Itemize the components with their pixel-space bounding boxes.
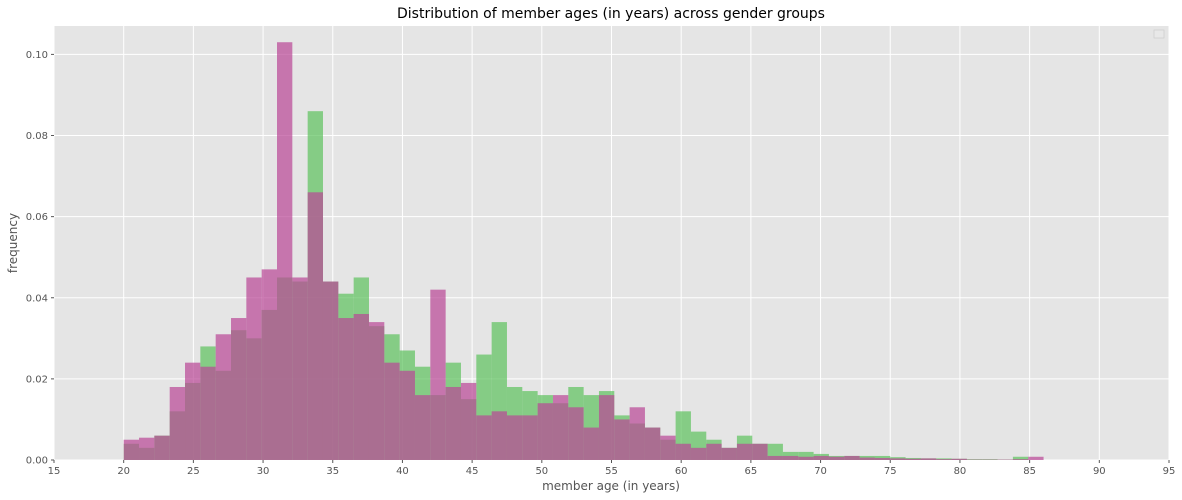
x-tick-label: 35 [326,466,339,477]
histogram-bar [782,455,799,460]
histogram-bar [736,443,753,460]
x-axis-label: member age (in years) [542,479,680,493]
histogram-bar [936,459,952,460]
histogram-bar [782,451,799,460]
y-tick-label: 0.00 [26,456,48,467]
histogram-bar [522,415,538,460]
histogram-bar [215,334,232,460]
x-tick-label: 30 [257,466,270,477]
histogram-bar [752,443,768,460]
histogram-bar [322,281,339,460]
histogram-bar [200,366,216,460]
histogram-bar [813,455,829,460]
histogram-bar [537,403,553,460]
histogram-bar [139,437,155,460]
histogram-bar [706,443,722,460]
y-tick-label: 0.02 [26,374,48,385]
chart-title: Distribution of member ages (in years) a… [397,6,825,22]
histogram-bar [552,395,569,460]
histogram-bar [506,415,523,460]
histogram-bar [1028,456,1044,460]
histogram-bar [675,443,691,460]
histogram-bar [721,447,737,460]
histogram-bar [568,407,584,460]
histogram-bar [798,456,814,460]
histogram-bar [338,318,354,460]
histogram-bar [874,457,891,460]
x-tick-label: 75 [884,466,897,477]
histogram-bar [231,318,247,460]
histogram-bar [445,386,461,460]
histogram-bar [844,455,860,460]
histogram-bar [905,458,921,460]
histogram-bar [1012,456,1029,460]
histogram-bar [798,451,814,460]
histogram-bar [430,289,446,460]
histogram-bar [261,269,277,460]
histogram-bar [123,439,140,460]
x-tick-label: 25 [187,466,200,477]
histogram-bar [1012,459,1029,460]
histogram-bar [629,407,645,460]
histogram-bar [460,382,477,460]
histogram-bar [414,395,431,460]
histogram-bar [476,415,492,460]
histogram-bar [859,457,875,460]
legend-box [1153,29,1165,39]
x-tick-label: 40 [396,466,409,477]
series-1-bars [123,42,1044,460]
x-tick-label: 85 [1023,466,1036,477]
histogram-bar [399,370,415,460]
histogram-bar [384,362,400,460]
y-tick-label: 0.06 [26,212,48,223]
x-axis-ticks: 15 20 25 30 35 40 45 50 55 60 65 70 75 80 85 90 95 [48,460,1176,477]
x-tick-label: 65 [745,466,758,477]
histogram-bar [353,313,369,460]
histogram-bar [307,192,323,460]
histogram-bar [185,362,201,460]
histogram-bar [277,42,293,460]
histogram-bar [644,427,661,460]
x-tick-label: 55 [605,466,618,477]
x-tick-label: 45 [466,466,479,477]
x-tick-label: 60 [675,466,688,477]
histogram-bar [169,386,186,460]
histogram-bar [920,458,937,460]
histogram-bar [583,427,599,460]
histogram-bar [246,277,262,460]
histogram-bar [660,435,676,460]
y-tick-label: 0.10 [26,50,48,61]
y-tick-label: 0.04 [26,293,48,304]
x-tick-label: 95 [1163,466,1176,477]
histogram-bar [292,277,308,460]
x-tick-label: 50 [535,466,548,477]
histogram-bar [690,447,707,460]
x-tick-label: 15 [48,466,61,477]
histogram-bar [767,455,783,460]
histogram-bar [491,411,507,460]
x-tick-label: 70 [814,466,827,477]
y-axis-label: frequency [6,213,20,273]
x-tick-label: 20 [117,466,130,477]
x-tick-label: 90 [1093,466,1106,477]
histogram-bar [368,322,385,460]
histogram-bar [828,456,845,460]
histogram-bar [154,435,170,460]
grid [53,26,1170,461]
histogram-bar [890,458,906,460]
histogram-bar [598,395,615,460]
y-tick-label: 0.08 [26,131,48,142]
histogram-bar [951,458,967,460]
histogram-bar [767,443,783,460]
x-tick-label: 80 [954,466,967,477]
y-axis-ticks: 0.00 0.02 0.04 0.06 0.08 0.10 [26,50,54,467]
histogram-bar [614,419,630,460]
